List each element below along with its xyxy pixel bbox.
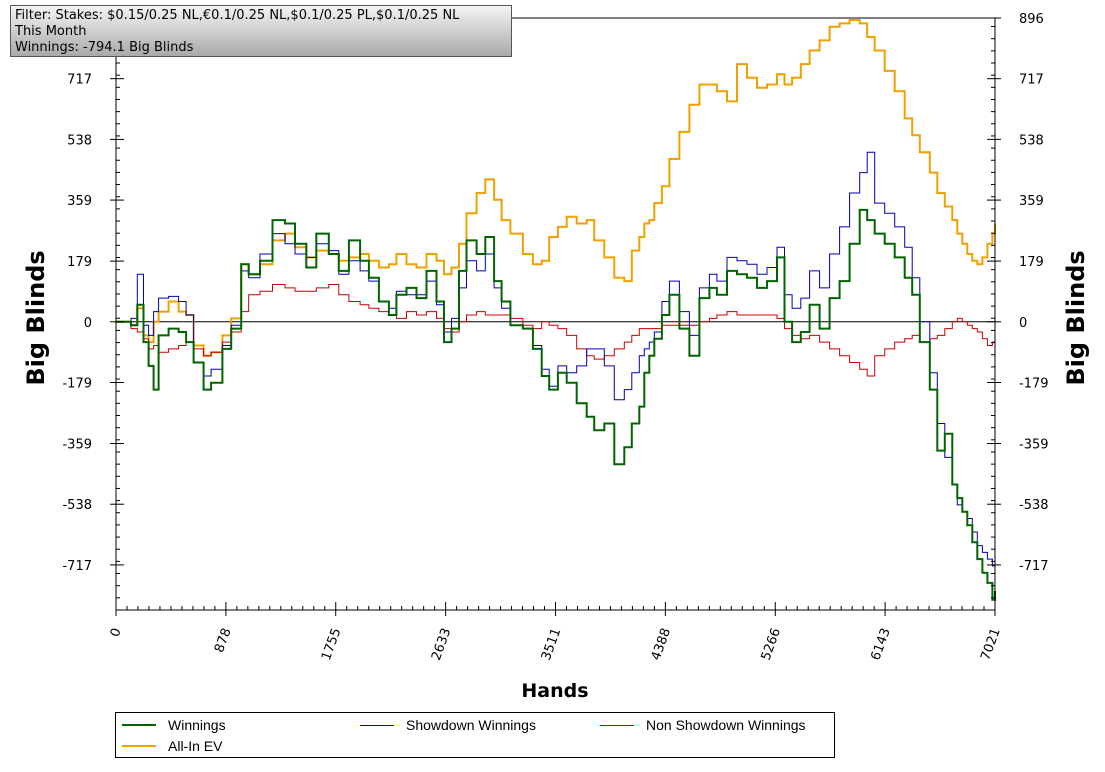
y-tick-label-left: -717 xyxy=(62,559,92,574)
axes: -717 -717 -538 -538 -359 -359 -179 -179 0 0 179 179… xyxy=(62,12,1048,662)
legend-label-showdown: Showdown Winnings xyxy=(406,717,536,733)
legend-swatch-winnings xyxy=(122,724,156,726)
y-tick-label-left: 179 xyxy=(67,255,92,270)
legend-item-nonshowdown: Non Showdown Winnings xyxy=(600,717,806,733)
y-tick-label-right: 359 xyxy=(1019,194,1044,209)
y-tick-label-right: 896 xyxy=(1019,12,1044,27)
y-tick-label-right: -179 xyxy=(1019,376,1049,391)
y-axis-title-right: Big Blinds xyxy=(1062,250,1090,385)
x-tick-label: 2633 xyxy=(429,626,454,662)
series-winnings-line xyxy=(116,208,996,601)
filter-period-text: This Month xyxy=(15,24,87,39)
legend-label-allin-ev: All-In EV xyxy=(168,738,223,754)
legend-label-winnings: Winnings xyxy=(168,717,226,733)
y-tick-label-right: 0 xyxy=(1019,316,1027,331)
y-tick-label-left: 359 xyxy=(67,194,92,209)
y-tick-label-right: -538 xyxy=(1019,498,1049,513)
y-tick-label-left: 0 xyxy=(84,316,92,331)
x-axis-title: Hands xyxy=(521,680,588,702)
y-tick-label-left: 717 xyxy=(67,73,92,88)
y-tick-label-right: -717 xyxy=(1019,559,1049,574)
x-tick-label: 3511 xyxy=(539,626,564,662)
filter-winnings-text: Winnings: -794.1 Big Blinds xyxy=(15,40,194,55)
x-tick-label: 6143 xyxy=(868,626,893,662)
series-showdown-line xyxy=(116,151,995,567)
legend-item-allin-ev: All-In EV xyxy=(122,738,222,754)
y-tick-label-left: -179 xyxy=(62,376,92,391)
legend-item-showdown: Showdown Winnings xyxy=(360,717,536,733)
y-tick-label-left: -359 xyxy=(62,438,92,453)
y-tick-label-right: 717 xyxy=(1019,73,1044,88)
legend-swatch-allin-ev xyxy=(122,745,156,747)
x-tick-label: 4388 xyxy=(649,626,674,662)
filter-info-box: Filter: Stakes: $0.15/0.25 NL,€0.1/0.25 … xyxy=(10,5,512,57)
legend-swatch-nonshowdown xyxy=(600,724,634,726)
x-tick-label: 0 xyxy=(108,626,125,639)
legend-item-winnings: Winnings xyxy=(122,717,226,733)
y-tick-label-left: -538 xyxy=(62,498,92,513)
series-nonshowdown-line xyxy=(116,284,996,377)
y-tick-label-right: -359 xyxy=(1019,438,1049,453)
y-tick-label-left: 538 xyxy=(67,133,92,148)
y-tick-label-right: 179 xyxy=(1019,255,1044,270)
series-allin-ev-line xyxy=(116,19,996,357)
y-axis-title-left: Big Blinds xyxy=(22,250,50,385)
plot-frame xyxy=(115,17,996,611)
legend-swatch-showdown xyxy=(360,724,394,726)
x-tick-label: 7021 xyxy=(978,626,1003,662)
x-tick-label: 5266 xyxy=(759,626,784,662)
legend-label-nonshowdown: Non Showdown Winnings xyxy=(646,717,806,733)
x-tick-label: 1755 xyxy=(319,626,344,662)
chart-legend: Winnings Showdown Winnings Non Showdown … xyxy=(115,712,835,758)
filter-stakes-text: Filter: Stakes: $0.15/0.25 NL,€0.1/0.25 … xyxy=(15,8,460,23)
x-tick-label: 878 xyxy=(212,626,235,654)
y-tick-label-right: 538 xyxy=(1019,133,1044,148)
series-lines xyxy=(116,19,996,601)
